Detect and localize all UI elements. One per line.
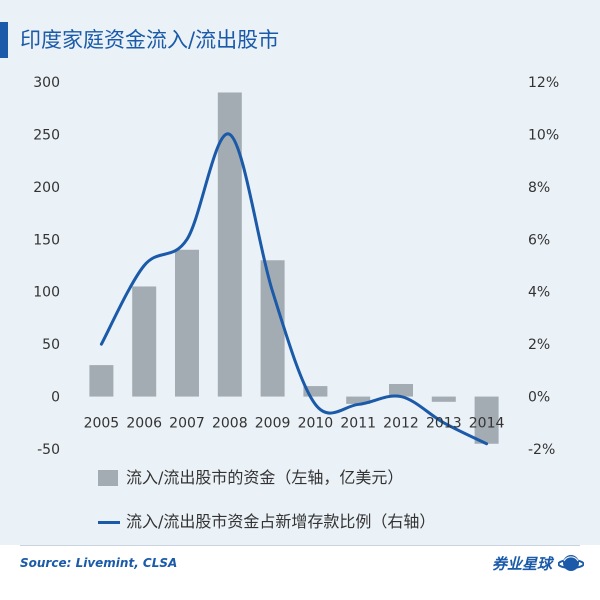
x-tick-label-2009: 2009 [255, 416, 291, 432]
x-tick-label-2010: 2010 [298, 416, 334, 432]
right-tick-label: -2% [528, 442, 555, 458]
planet-icon [558, 555, 584, 571]
bar-2013 [431, 396, 456, 402]
right-tick-label: 2% [528, 337, 550, 353]
left-tick-label: -50 [37, 442, 60, 458]
left-tick-label: 250 [33, 127, 60, 143]
bar-2010 [303, 386, 328, 397]
bar-2012 [389, 383, 413, 397]
bar-2005 [89, 365, 114, 397]
bar-2007 [175, 249, 199, 397]
right-axis: 12% 10% 8% 6% 4% 2% 0% -2% [528, 75, 559, 458]
legend-label-line: 流入/流出股市资金占新增存款比例（右轴） [126, 512, 436, 531]
x-tick-label-2012: 2012 [383, 416, 419, 432]
chart-canvas: 300 250 200 150 100 50 0 -50 12% 10% 8% 6% 4% 2% 0% -2… [33, 75, 559, 458]
x-tick-label-2013: 2013 [426, 416, 462, 432]
title-accent-bar [0, 22, 8, 58]
bar-2008 [217, 92, 242, 397]
brand-name: 券业星球 [491, 555, 552, 573]
x-tick-label-2006: 2006 [126, 416, 162, 432]
legend-item-line: 流入/流出股市资金占新增存款比例（右轴） [98, 506, 558, 538]
left-tick-label: 200 [33, 180, 60, 196]
x-tick-label-2008: 2008 [212, 416, 248, 432]
x-tick-label-2011: 2011 [340, 416, 376, 432]
bar-2006 [132, 286, 157, 397]
right-tick-label: 0% [528, 390, 550, 406]
right-tick-label: 4% [528, 285, 550, 301]
legend: 流入/流出股市的资金（左轴，亿美元） 流入/流出股市资金占新增存款比例（右轴） [98, 462, 558, 538]
right-tick-label: 8% [528, 180, 550, 196]
footer-divider [20, 545, 580, 546]
right-tick-label: 12% [528, 75, 559, 91]
left-tick-label: 150 [33, 232, 60, 248]
source-note: Source: Livemint, CLSA [20, 556, 178, 570]
bars-layer [89, 92, 499, 444]
x-axis: 2005 2006 2007 2008 2009 2010 2011 2012 2013 2014 [84, 416, 505, 432]
legend-label-bar: 流入/流出股市的资金（左轴，亿美元） [126, 468, 404, 487]
legend-swatch-bar [98, 470, 118, 486]
x-tick-label-2014: 2014 [469, 416, 505, 432]
left-tick-label: 50 [42, 337, 60, 353]
x-tick-label-2007: 2007 [169, 416, 205, 432]
right-tick-label: 10% [528, 127, 559, 143]
left-axis: 300 250 200 150 100 50 0 -50 [33, 75, 60, 458]
legend-item-bar: 流入/流出股市的资金（左轴，亿美元） [98, 462, 558, 494]
right-tick-label: 6% [528, 232, 550, 248]
legend-swatch-line [98, 521, 120, 524]
bar-2014 [474, 396, 499, 444]
bar-2009 [260, 260, 285, 397]
chart-title: 印度家庭资金流入/流出股市 [20, 28, 280, 52]
left-tick-label: 100 [33, 285, 60, 301]
series-line-ratio [99, 132, 489, 446]
bar-2011 [346, 396, 371, 404]
chart-background [0, 0, 600, 545]
line-layer [99, 132, 489, 446]
left-tick-label: 0 [51, 390, 60, 406]
x-tick-label-2005: 2005 [84, 416, 120, 432]
left-tick-label: 300 [33, 75, 60, 91]
